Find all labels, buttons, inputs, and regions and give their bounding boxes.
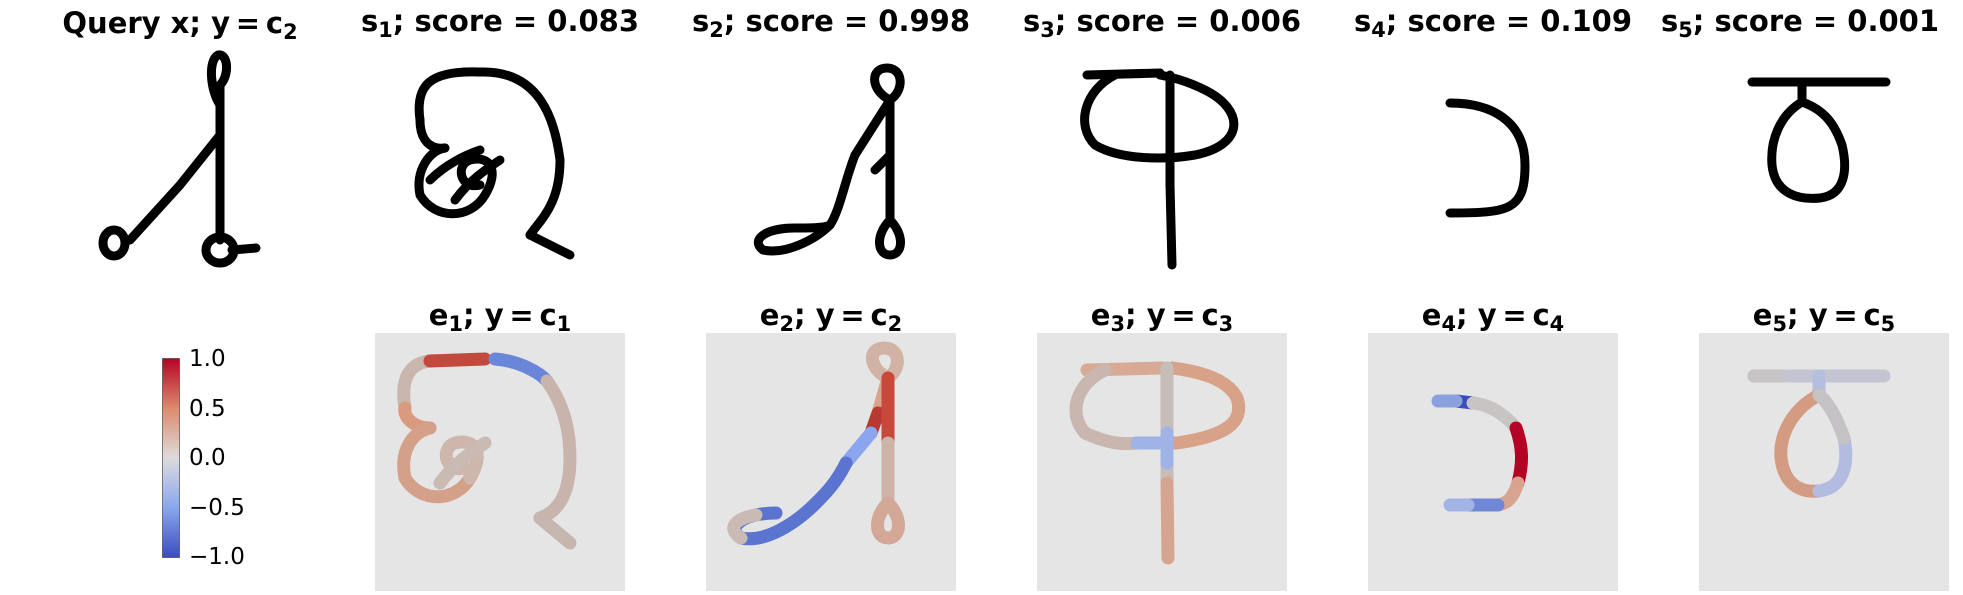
colorbar-tick-label: 1.0 [189, 348, 226, 371]
explanation-5-heatmap [1699, 333, 1949, 591]
colorbar-tick-label: 0.5 [189, 398, 226, 421]
explanation-1-heatmap [375, 333, 625, 591]
explanation-2-heatmap [706, 333, 956, 591]
support-5-glyph [1740, 70, 1900, 220]
query-glyph [80, 45, 270, 275]
query-title: Query x; y = c2 [20, 6, 340, 43]
colorbar-tick-label: −0.5 [189, 497, 245, 520]
support-3-glyph [1075, 65, 1255, 275]
colorbar-tick-label: −1.0 [189, 546, 245, 569]
colorbar-gradient [162, 358, 182, 558]
explanation-4-heatmap [1368, 333, 1618, 591]
support-4-glyph [1430, 95, 1550, 235]
colorbar: 1.0 0.5 0.0 −0.5 −1.0 [162, 358, 282, 558]
colorbar-tick-label: 0.0 [189, 447, 226, 470]
explanation-5-title: e5; y = c5 [1664, 298, 1963, 335]
explanation-3-heatmap [1037, 333, 1287, 591]
support-3-title: s3; score = 0.006 [1002, 4, 1322, 41]
explanation-1-title: e1; y = c1 [340, 298, 660, 335]
support-1-glyph [390, 60, 590, 270]
support-5-title: s5; score = 0.001 [1640, 4, 1960, 41]
explanation-3-title: e3; y = c3 [1002, 298, 1322, 335]
support-1-title: s1; score = 0.083 [340, 4, 660, 41]
support-2-glyph [745, 60, 925, 270]
support-4-title: s4; score = 0.109 [1333, 4, 1653, 41]
support-2-title: s2; score = 0.998 [671, 4, 991, 41]
explanation-4-title: e4; y = c4 [1333, 298, 1653, 335]
explanation-2-title: e2; y = c2 [671, 298, 991, 335]
